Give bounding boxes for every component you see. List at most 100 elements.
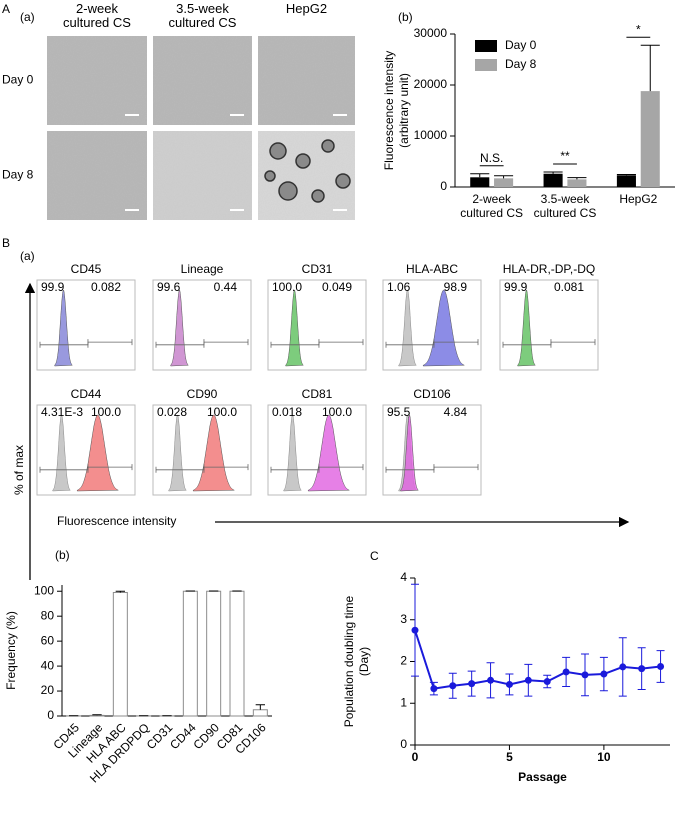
gate	[550, 339, 596, 346]
y-axis-label: (arbitrary unit)	[397, 73, 411, 148]
gate	[87, 339, 133, 346]
y-axis-label: Population doubling time	[342, 595, 356, 727]
x-tick-label: 3.5-week cultured CS	[533, 192, 597, 220]
control-histogram	[168, 414, 187, 492]
y-tick-label: 3	[400, 612, 407, 626]
bar	[616, 175, 636, 187]
row-label: Day 8	[2, 168, 34, 182]
error-bar	[255, 704, 265, 710]
flow-title: HLA-DR,-DP,-DQ	[503, 262, 595, 276]
annotation: **	[560, 149, 570, 163]
cell	[264, 170, 276, 182]
bar	[494, 178, 514, 187]
bar	[567, 179, 587, 187]
bar	[182, 590, 198, 717]
x-tick-label: 10	[597, 750, 611, 764]
y-tick-label: 10000	[414, 128, 448, 142]
micrograph-texture	[153, 36, 252, 125]
panel-label: (b)	[55, 548, 70, 562]
error-bar	[640, 44, 660, 92]
histogram	[170, 289, 189, 367]
gate-value: 0.049	[322, 280, 352, 294]
gate-value: 99.9	[504, 280, 528, 294]
x-axis-label: Passage	[518, 770, 567, 784]
histogram	[192, 414, 235, 492]
panel-label: C	[370, 549, 379, 563]
flow-title: CD44	[71, 387, 102, 401]
point	[487, 676, 495, 684]
y-axis-label: % of max	[12, 445, 26, 495]
bar	[89, 714, 105, 717]
point	[600, 670, 608, 678]
y-tick-label: 20	[41, 683, 55, 697]
flow-title: HLA-ABC	[406, 262, 458, 276]
flow-frame	[152, 279, 252, 371]
gate-value: 98.9	[444, 280, 468, 294]
histogram	[54, 289, 73, 367]
gate-value: 0.44	[214, 280, 238, 294]
gate	[433, 339, 479, 346]
y-tick-label: 20000	[414, 77, 448, 91]
x-tick-label: CD31	[144, 720, 176, 752]
panel-label: (b)	[398, 10, 413, 24]
point	[657, 663, 665, 671]
error-bar	[543, 171, 563, 174]
annotation: N.S.	[480, 151, 503, 165]
gate-value: 95.5	[387, 405, 411, 419]
y-tick-label: 0	[47, 708, 54, 722]
x-tick-label: 0	[412, 750, 419, 764]
control-histogram	[52, 414, 71, 492]
gate-value: 4.84	[444, 405, 468, 419]
y-axis-label: (Day)	[357, 647, 371, 676]
legend-swatch	[475, 40, 497, 52]
panel-label: (a)	[20, 249, 35, 263]
point	[430, 685, 438, 693]
cell	[269, 142, 287, 160]
gate-value: 0.028	[157, 405, 187, 419]
column-header: 2-week cultured CS	[63, 1, 131, 30]
bar	[543, 173, 563, 187]
histogram	[285, 289, 304, 367]
micrograph-texture	[47, 131, 147, 220]
gate	[318, 464, 364, 471]
gate-value: 100.0	[207, 405, 237, 419]
panel-label: (a)	[20, 10, 35, 24]
point	[562, 668, 570, 676]
bar	[229, 590, 245, 717]
legend-label: Day 8	[505, 57, 537, 71]
flow-frame	[267, 279, 367, 371]
error-bar	[115, 590, 125, 593]
gate-value: 99.9	[41, 280, 65, 294]
error-bar	[616, 174, 636, 176]
gate-value: 100.0	[272, 280, 302, 294]
gate-value: 4.31E-3	[41, 405, 83, 419]
legend-label: Day 0	[505, 38, 537, 52]
gate	[203, 339, 249, 346]
panel-label: B	[2, 236, 10, 250]
error-bar	[470, 173, 490, 178]
y-tick-label: 2	[400, 654, 407, 668]
y-tick-label: 30000	[414, 26, 448, 40]
point	[581, 671, 589, 679]
y-tick-label: 0	[440, 179, 447, 193]
gate-value: 0.018	[272, 405, 302, 419]
gate-value: 0.082	[91, 280, 121, 294]
point	[411, 626, 419, 634]
column-header: 3.5-week cultured CS	[168, 1, 237, 30]
bar	[640, 91, 660, 187]
gate	[433, 464, 479, 471]
error-bar	[494, 175, 514, 179]
point	[468, 680, 476, 688]
y-tick-label: 60	[41, 633, 55, 647]
gate-value: 99.6	[157, 280, 181, 294]
point	[619, 663, 627, 671]
gate	[87, 464, 133, 471]
histogram	[422, 289, 465, 367]
flow-title: CD106	[413, 387, 451, 401]
control-histogram	[283, 414, 302, 492]
legend-swatch	[475, 59, 497, 71]
x-tick-label: CD44	[167, 720, 199, 752]
row-label: Day 0	[2, 73, 34, 87]
x-axis-label: Fluorescence intensity	[57, 514, 176, 528]
